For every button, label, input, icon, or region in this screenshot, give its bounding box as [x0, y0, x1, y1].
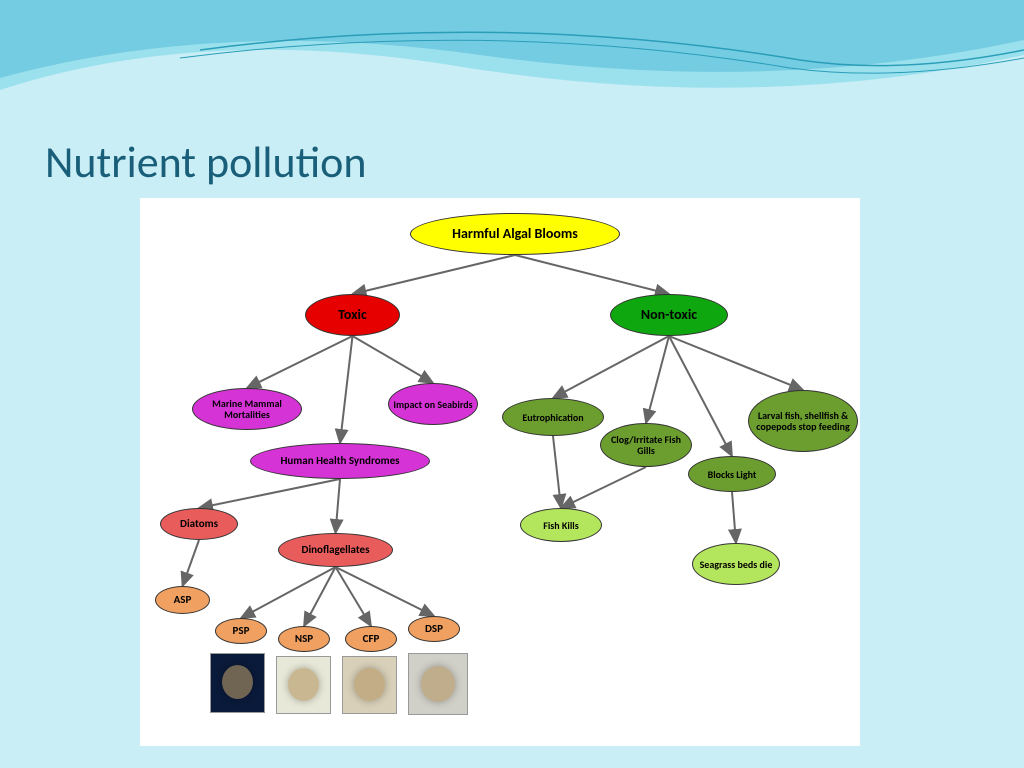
node-diatoms: Diatoms	[160, 508, 238, 540]
node-clog: Clog/Irritate Fish Gills	[600, 423, 692, 467]
edge-diatoms-asp	[183, 540, 200, 586]
node-nsp: NSP	[278, 626, 330, 652]
edge-nontoxic-clog	[646, 336, 669, 423]
node-larval: Larval fish, shellfish & copepods stop f…	[748, 390, 858, 452]
node-cfp: CFP	[345, 626, 397, 652]
organism-image-0	[210, 653, 265, 713]
node-eutro: Eutrophication	[502, 398, 604, 436]
node-blocks: Blocks Light	[688, 456, 776, 492]
node-dino: Dinoflagellates	[278, 533, 393, 567]
node-dsp: DSP	[408, 616, 460, 642]
edge-toxic-hhs	[340, 336, 353, 443]
edge-hhs-diatoms	[199, 479, 340, 508]
node-fishkills: Fish Kills	[520, 508, 602, 542]
slide-title: Nutrient pollution	[45, 135, 366, 189]
organism-image-1	[276, 656, 331, 714]
node-asp: ASP	[155, 586, 210, 614]
edge-nontoxic-eutro	[553, 336, 669, 398]
edge-hhs-dino	[336, 479, 341, 533]
node-psp: PSP	[215, 618, 267, 644]
node-hhs: Human Health Syndromes	[250, 443, 430, 479]
diagram-container: Harmful Algal BloomsToxic Non-toxic Marine…	[140, 198, 860, 746]
edge-toxic-mmm	[247, 336, 353, 388]
edge-toxic-seabirds	[353, 336, 434, 383]
organism-image-2	[342, 656, 397, 714]
node-mmm: Marine Mammal Mortalities	[192, 388, 302, 430]
node-seagrass: Seagrass beds die	[692, 543, 780, 585]
node-nontoxic: Non-toxic	[610, 294, 728, 336]
node-toxic: Toxic	[305, 294, 400, 336]
node-root: Harmful Algal Blooms	[410, 213, 620, 255]
edge-root-nontoxic	[515, 255, 669, 294]
node-seabirds: Impact on Seabirds	[388, 383, 478, 425]
edge-root-toxic	[353, 255, 516, 294]
edge-blocks-seagrass	[732, 492, 736, 543]
organism-image-3	[408, 653, 468, 715]
edge-clog-fishkills	[561, 467, 646, 508]
edge-nontoxic-larval	[669, 336, 803, 390]
edge-eutro-fishkills	[553, 436, 561, 508]
